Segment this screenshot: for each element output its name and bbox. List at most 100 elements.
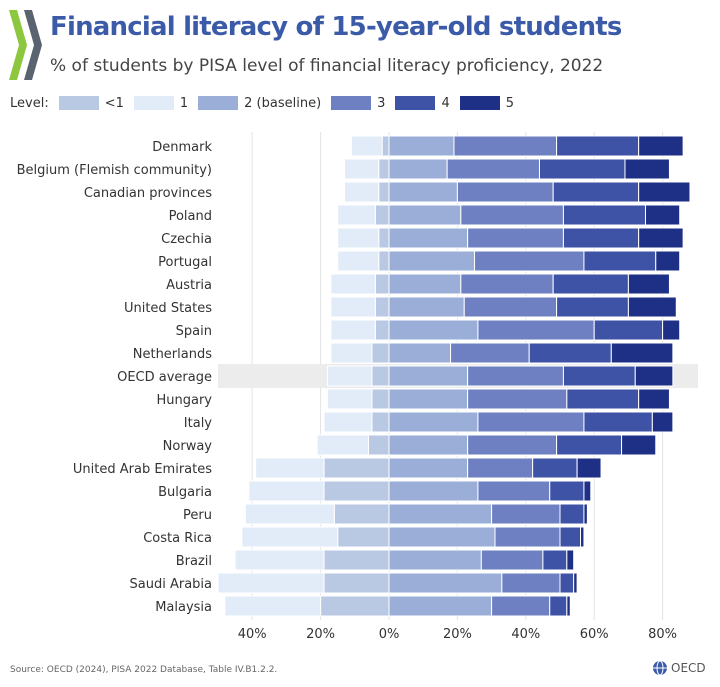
legend-label: 2 (baseline)	[244, 95, 322, 111]
bar-segment	[562, 365, 636, 387]
x-tick-label: 20%	[443, 627, 472, 642]
category-label: Brazil	[176, 554, 212, 569]
bar-segment	[566, 388, 640, 410]
category-label: Norway	[163, 439, 213, 454]
bar-segment	[556, 135, 640, 157]
category-label: OECD average	[117, 370, 212, 385]
bar-segment	[538, 158, 626, 180]
bar-segment	[333, 503, 390, 525]
bar-segment	[378, 181, 390, 203]
bar-segment	[350, 135, 383, 157]
legend-label: 3	[377, 95, 386, 111]
bar-segment	[388, 388, 469, 410]
bar-segment	[330, 296, 376, 318]
legend-item-level-4: 4	[395, 95, 450, 111]
bar-segment	[388, 549, 482, 571]
bar-segment	[244, 503, 335, 525]
bar-segment	[388, 204, 462, 226]
bar-segment	[323, 572, 390, 594]
legend-swatch	[331, 96, 372, 110]
category-label: Peru	[183, 508, 212, 523]
bar-segment	[323, 411, 373, 433]
bar-segment	[627, 273, 670, 295]
bar-segment	[320, 595, 390, 617]
category-label: Malaysia	[155, 600, 212, 615]
bar-segment	[477, 480, 551, 502]
bar-segment	[388, 250, 475, 272]
bar-segment	[460, 273, 554, 295]
bar-segment	[323, 480, 390, 502]
bar-segment	[494, 526, 561, 548]
bar-segment	[337, 204, 376, 226]
x-tick-label: 40%	[238, 627, 267, 642]
bar-segment	[552, 273, 629, 295]
bar-segment	[549, 480, 585, 502]
bar-segment	[374, 273, 390, 295]
bar-segment	[374, 296, 390, 318]
legend-item-level-5: 5	[459, 96, 514, 111]
legend-swatch	[198, 96, 239, 110]
bar-segment	[224, 595, 322, 617]
bar-segment	[248, 480, 325, 502]
bar-segment	[621, 434, 657, 456]
bar-segment	[593, 319, 664, 341]
bar-segment	[474, 250, 585, 272]
bar-segment	[566, 595, 571, 617]
category-label: Poland	[169, 209, 212, 224]
bar-segment	[388, 572, 503, 594]
x-tick-label: 80%	[648, 627, 677, 642]
bar-segment	[344, 158, 380, 180]
bar-segment	[388, 411, 479, 433]
bar-segment	[378, 227, 390, 249]
bar-segment	[337, 526, 390, 548]
category-label: Saudi Arabia	[130, 577, 213, 592]
legend-label: 4	[441, 95, 450, 111]
bar-segment	[491, 503, 561, 525]
legend-swatch	[58, 96, 99, 110]
bar-segment	[580, 526, 585, 548]
bar-segment	[573, 572, 578, 594]
legend-item-below-1: <1	[58, 96, 124, 111]
bar-segment	[576, 457, 602, 479]
bar-segment	[337, 250, 380, 272]
category-label: Austria	[166, 278, 212, 293]
bar-segment	[374, 319, 390, 341]
category-label: Portugal	[158, 255, 212, 270]
bar-segment	[388, 503, 493, 525]
bar-segment	[381, 135, 390, 157]
category-label: United States	[124, 301, 212, 316]
bar-segment	[371, 365, 390, 387]
bar-segment	[583, 411, 653, 433]
bar-segment	[316, 434, 369, 456]
bar-segment	[559, 572, 575, 594]
bar-segment	[453, 135, 558, 157]
bar-segment	[467, 434, 558, 456]
brand-name: OECD	[671, 661, 706, 675]
bar-segment	[467, 227, 564, 249]
bar-segment	[388, 135, 455, 157]
bar-segment	[450, 342, 530, 364]
bar-segment	[566, 549, 575, 571]
bar-segment	[467, 388, 568, 410]
bar-segment	[456, 181, 554, 203]
legend-title: Level:	[10, 95, 49, 111]
category-label: Canadian provinces	[84, 186, 212, 201]
category-label: Spain	[176, 324, 212, 339]
x-tick-label: 40%	[511, 627, 540, 642]
bar-segment	[378, 250, 390, 272]
bar-segment	[388, 480, 479, 502]
bar-segment	[371, 342, 390, 364]
legend-swatch	[133, 96, 174, 110]
bar-segment	[638, 135, 684, 157]
bar-segment	[542, 549, 568, 571]
bar-segment	[388, 227, 469, 249]
bar-segment	[388, 434, 469, 456]
source-note: Source: OECD (2024), PISA 2022 Database,…	[10, 665, 278, 675]
x-tick-label: 60%	[580, 627, 609, 642]
bar-segment	[556, 434, 623, 456]
bar-segment	[446, 158, 540, 180]
bar-segment	[583, 250, 657, 272]
x-tick-label: 0%	[379, 627, 400, 642]
bar-segment	[326, 388, 373, 410]
